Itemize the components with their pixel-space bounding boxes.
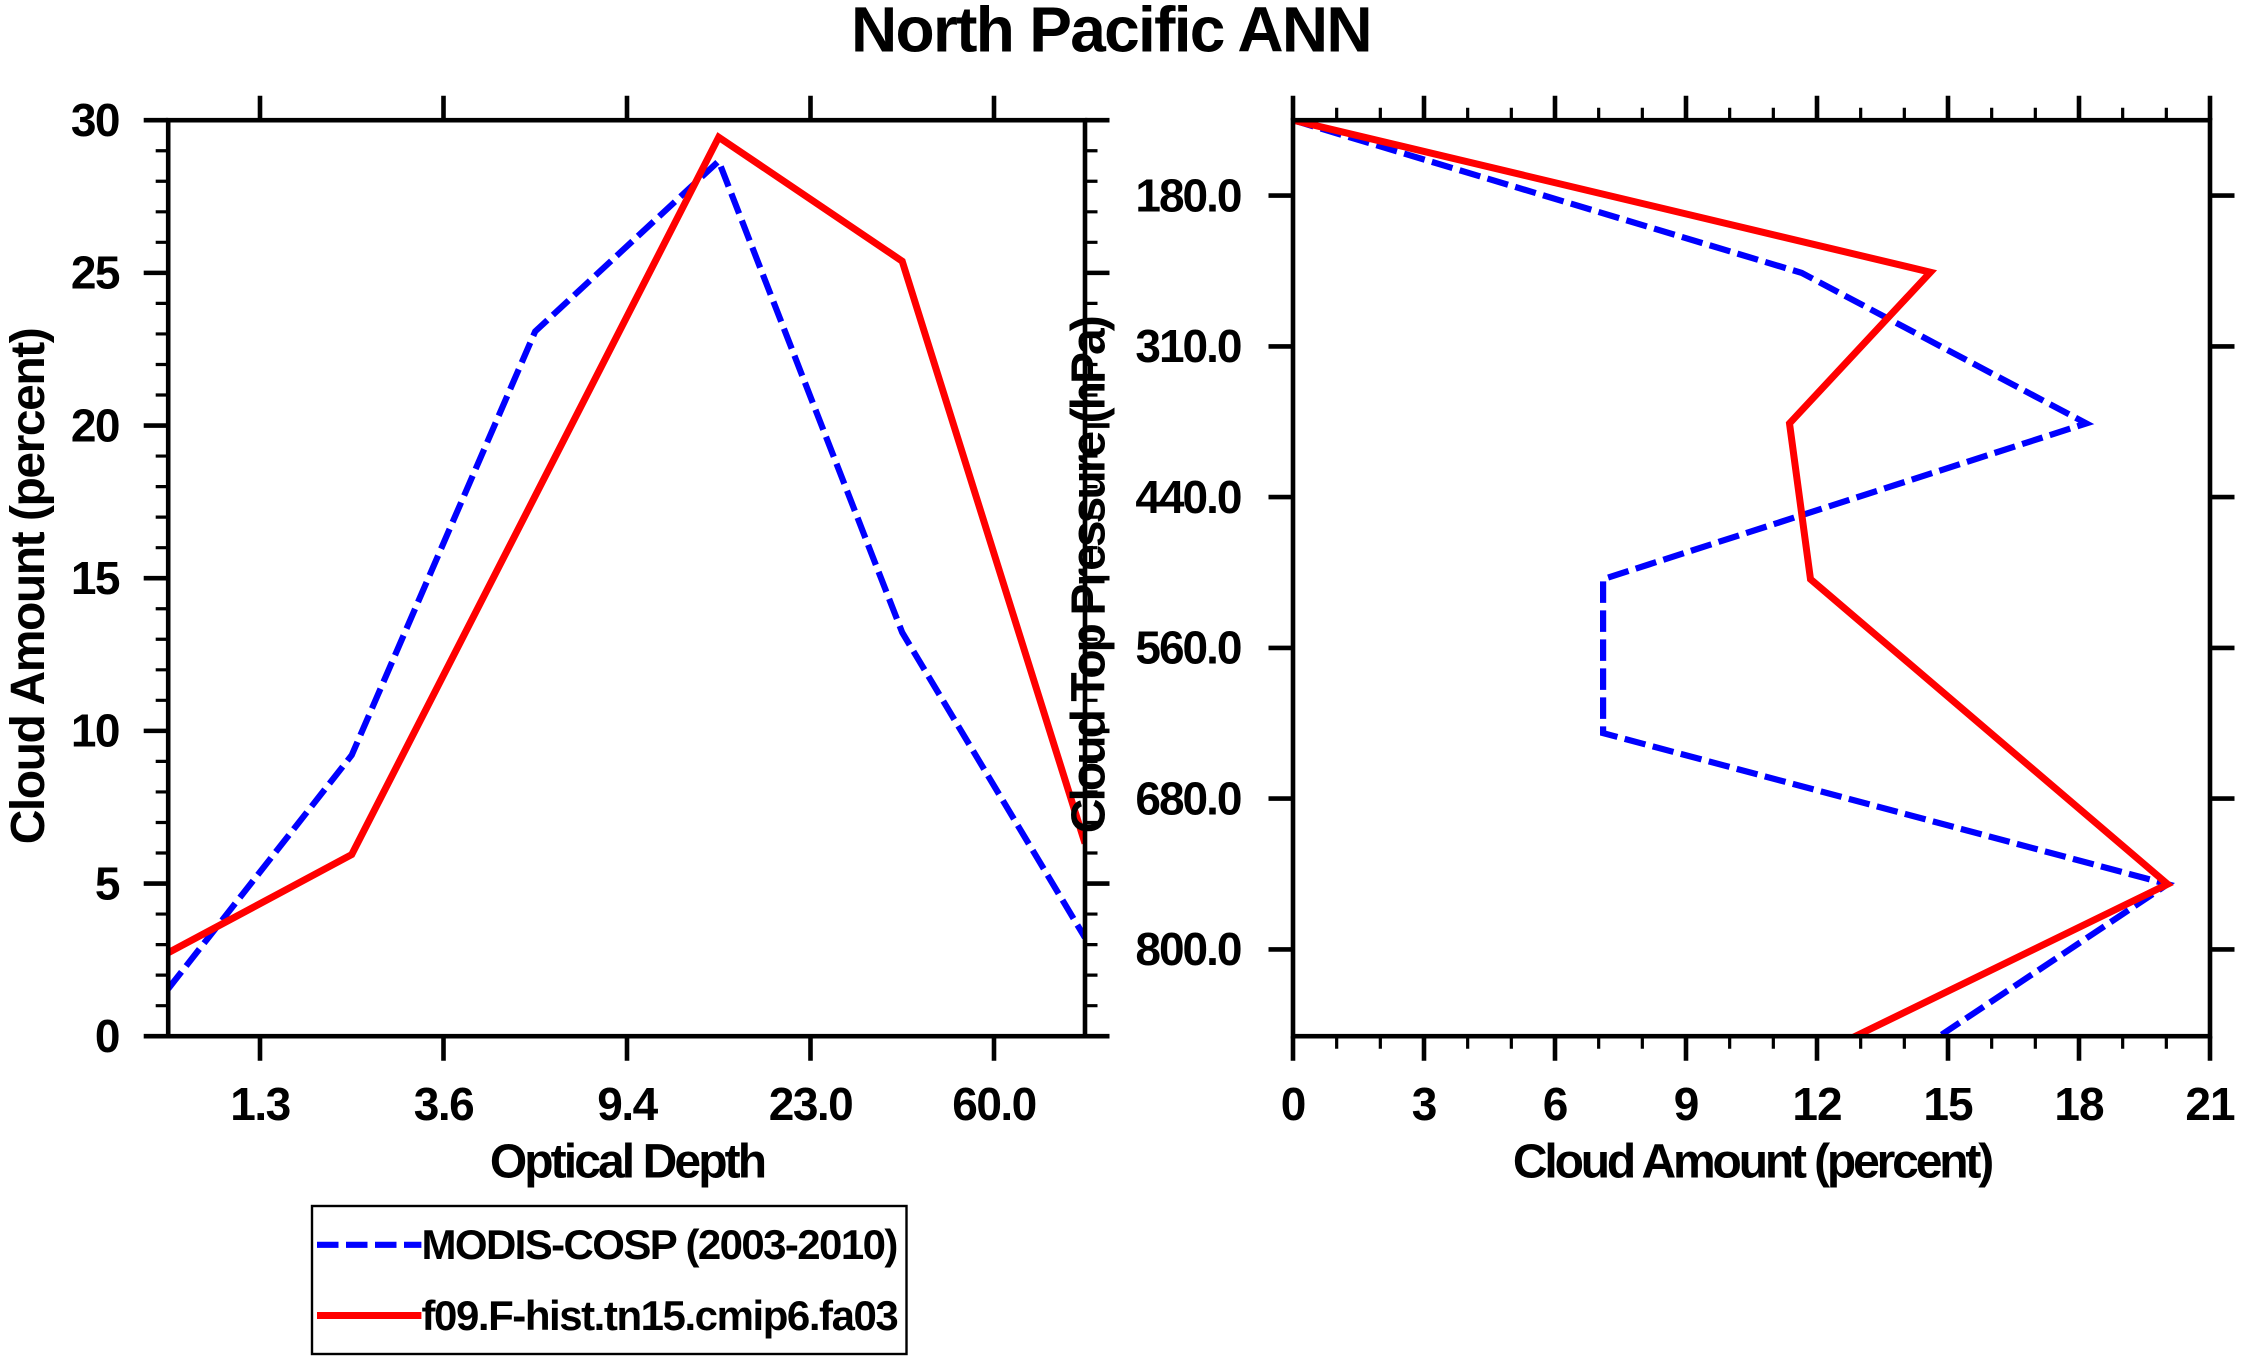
svg-text:0: 0 [95, 1010, 119, 1062]
svg-text:6: 6 [1543, 1078, 1568, 1130]
svg-text:3: 3 [1412, 1078, 1437, 1130]
svg-text:310.0: 310.0 [1135, 320, 1241, 372]
svg-text:North Pacific ANN: North Pacific ANN [851, 0, 1371, 66]
svg-text:680.0: 680.0 [1135, 772, 1241, 824]
svg-text:60.0: 60.0 [952, 1078, 1036, 1130]
svg-text:15: 15 [71, 552, 120, 604]
svg-text:Cloud Top Pressure (hPa): Cloud Top Pressure (hPa) [1063, 317, 1116, 833]
svg-text:15: 15 [1923, 1078, 1973, 1130]
svg-text:Cloud Amount (percent): Cloud Amount (percent) [2, 329, 55, 845]
svg-text:9: 9 [1674, 1078, 1699, 1130]
svg-text:560.0: 560.0 [1135, 622, 1241, 674]
svg-text:20: 20 [71, 399, 119, 451]
svg-text:1.3: 1.3 [230, 1078, 289, 1130]
svg-text:23.0: 23.0 [769, 1078, 853, 1130]
svg-text:Optical Depth: Optical Depth [490, 1136, 765, 1189]
svg-text:Cloud Amount (percent): Cloud Amount (percent) [1513, 1136, 1992, 1189]
svg-text:21: 21 [2185, 1078, 2235, 1130]
svg-text:800.0: 800.0 [1135, 923, 1241, 975]
svg-text:0: 0 [1281, 1078, 1306, 1130]
svg-text:25: 25 [71, 247, 120, 299]
svg-text:440.0: 440.0 [1135, 471, 1241, 523]
svg-text:5: 5 [95, 857, 120, 909]
svg-text:3.6: 3.6 [414, 1078, 473, 1130]
svg-text:10: 10 [71, 705, 119, 757]
svg-text:MODIS-COSP (2003-2010): MODIS-COSP (2003-2010) [422, 1221, 897, 1268]
svg-text:180.0: 180.0 [1135, 169, 1241, 221]
svg-text:30: 30 [71, 94, 119, 146]
svg-text:f09.F-hist.tn15.cmip6.fa03: f09.F-hist.tn15.cmip6.fa03 [422, 1292, 898, 1339]
svg-text:18: 18 [2054, 1078, 2104, 1130]
svg-text:9.4: 9.4 [597, 1078, 658, 1130]
svg-text:12: 12 [1792, 1078, 1841, 1130]
